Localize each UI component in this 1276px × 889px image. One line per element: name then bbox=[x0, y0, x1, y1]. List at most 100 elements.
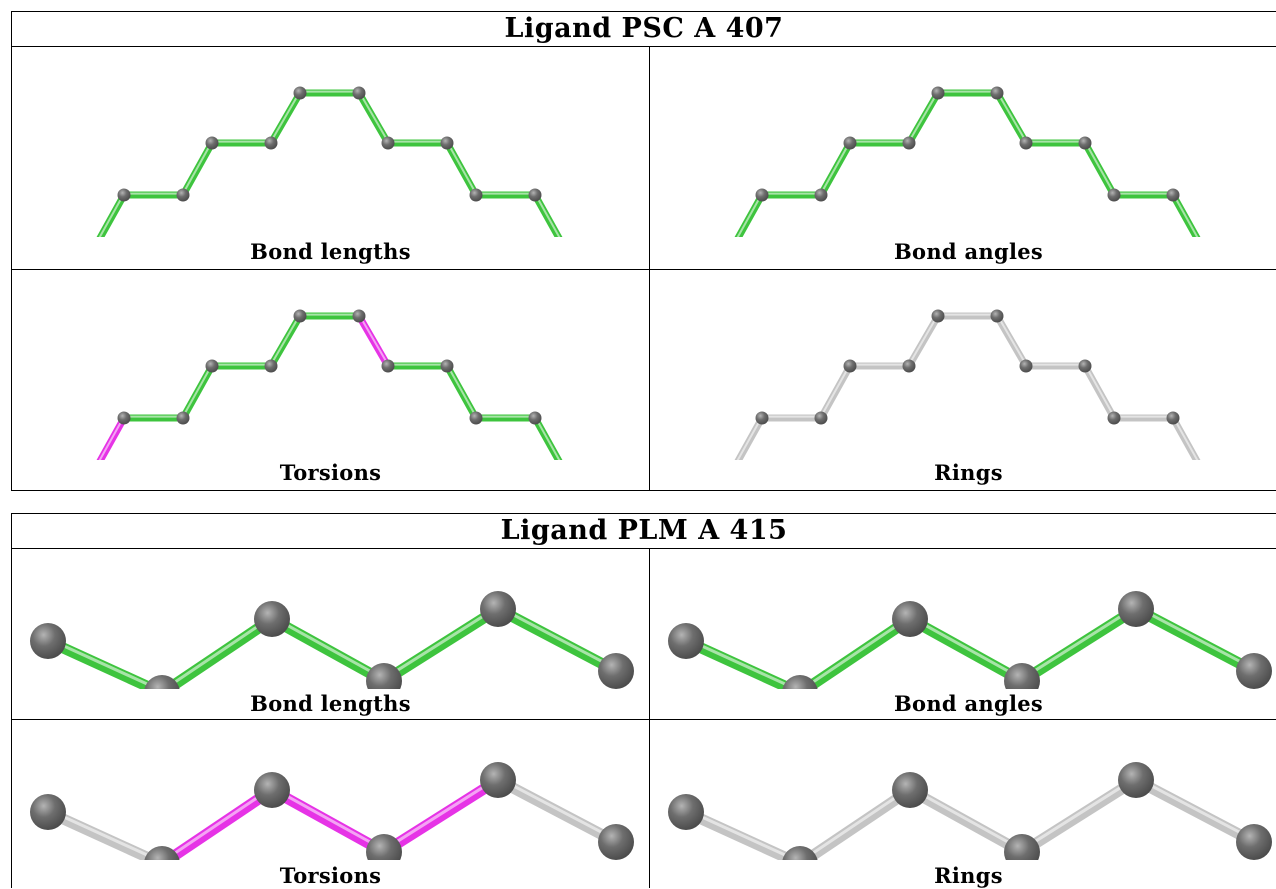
bond-grey bbox=[42, 806, 166, 860]
cell-torsions: Torsions bbox=[12, 720, 649, 889]
bond-highlight bbox=[1020, 776, 1138, 852]
cell-caption: Bond lengths bbox=[250, 691, 411, 716]
column-divider bbox=[649, 46, 650, 490]
atom bbox=[902, 359, 916, 373]
bond-green bbox=[1016, 603, 1142, 687]
bond-highlight bbox=[46, 637, 162, 689]
cell-caption: Bond lengths bbox=[250, 239, 411, 264]
atom bbox=[1236, 653, 1272, 689]
bond-highlight bbox=[820, 140, 851, 195]
bond-green bbox=[1130, 603, 1260, 677]
atom bbox=[30, 623, 66, 659]
column-divider bbox=[649, 548, 650, 888]
atom bbox=[990, 309, 1004, 323]
bond-highlight bbox=[270, 615, 386, 681]
bond-highlight bbox=[1084, 363, 1115, 418]
bond-grey bbox=[904, 784, 1028, 858]
bond-highlight bbox=[908, 90, 939, 143]
bond-highlight bbox=[182, 140, 213, 195]
bond-green bbox=[158, 613, 278, 689]
atom bbox=[782, 846, 818, 860]
molecule-diagram bbox=[30, 591, 634, 689]
atom bbox=[366, 663, 402, 689]
atom bbox=[1166, 411, 1180, 425]
molecule-diagram bbox=[668, 591, 1272, 689]
atom bbox=[254, 601, 290, 637]
bond-highlight bbox=[684, 808, 800, 860]
bond-highlight bbox=[46, 808, 162, 860]
atom bbox=[814, 188, 828, 202]
atom bbox=[205, 359, 219, 373]
bond-highlight bbox=[799, 786, 912, 860]
atom bbox=[117, 411, 131, 425]
atom bbox=[1118, 762, 1154, 798]
atom bbox=[1078, 136, 1092, 150]
bond-highlight bbox=[908, 615, 1024, 681]
bond-highlight bbox=[270, 786, 386, 852]
bond-highlight bbox=[161, 786, 274, 860]
atom bbox=[782, 675, 818, 689]
atom bbox=[264, 359, 278, 373]
bond-highlight bbox=[908, 786, 1024, 852]
bond-highlight bbox=[1020, 605, 1138, 681]
bond-green bbox=[42, 635, 166, 689]
molecule-diagram bbox=[96, 309, 563, 460]
bond-grey bbox=[796, 784, 916, 860]
bond-highlight bbox=[182, 363, 213, 418]
bond-highlight bbox=[161, 615, 274, 689]
bond-highlight bbox=[736, 415, 763, 460]
atom bbox=[30, 794, 66, 830]
bond-highlight bbox=[98, 415, 125, 460]
cell-torsions: Torsions bbox=[12, 270, 649, 490]
atom bbox=[1107, 188, 1121, 202]
cell-rings: Rings bbox=[650, 720, 1276, 889]
atom bbox=[144, 846, 180, 860]
atom bbox=[1166, 188, 1180, 202]
atom bbox=[931, 86, 945, 100]
bond-highlight bbox=[270, 90, 301, 143]
atom bbox=[843, 359, 857, 373]
bond-highlight bbox=[1134, 776, 1256, 842]
bond-highlight bbox=[684, 637, 800, 689]
atom bbox=[902, 136, 916, 150]
bond-green bbox=[904, 613, 1028, 687]
cell-bond-angles: Bond angles bbox=[650, 47, 1276, 269]
molecule-diagram bbox=[96, 86, 563, 237]
bond-grey bbox=[492, 774, 622, 848]
atom bbox=[1019, 136, 1033, 150]
atom bbox=[892, 772, 928, 808]
atom bbox=[144, 675, 180, 689]
bond-highlight bbox=[496, 776, 618, 842]
molecule-diagram bbox=[668, 762, 1272, 860]
atom bbox=[843, 136, 857, 150]
cell-caption: Torsions bbox=[279, 863, 382, 888]
bond-highlight bbox=[270, 313, 301, 366]
atom bbox=[205, 136, 219, 150]
atom bbox=[1004, 663, 1040, 689]
bond-highlight bbox=[446, 363, 477, 418]
atom bbox=[755, 411, 769, 425]
bond-highlight bbox=[996, 313, 1027, 366]
atom bbox=[117, 188, 131, 202]
atom bbox=[293, 309, 307, 323]
bond-magenta bbox=[378, 774, 504, 858]
atom bbox=[1118, 591, 1154, 627]
atom bbox=[469, 411, 483, 425]
atom bbox=[528, 411, 542, 425]
bond-grey bbox=[1016, 774, 1142, 858]
atom bbox=[814, 411, 828, 425]
atom bbox=[264, 136, 278, 150]
atom bbox=[381, 359, 395, 373]
atom bbox=[1107, 411, 1121, 425]
bond-highlight bbox=[736, 192, 763, 237]
atom bbox=[254, 772, 290, 808]
atom bbox=[1236, 824, 1272, 860]
cell-bond-angles: Bond angles bbox=[650, 549, 1276, 719]
bond-highlight bbox=[1084, 140, 1115, 195]
atom bbox=[1004, 834, 1040, 860]
bond-highlight bbox=[534, 415, 561, 460]
atom bbox=[1019, 359, 1033, 373]
bond-green bbox=[266, 613, 390, 687]
atom bbox=[528, 188, 542, 202]
atom bbox=[990, 86, 1004, 100]
